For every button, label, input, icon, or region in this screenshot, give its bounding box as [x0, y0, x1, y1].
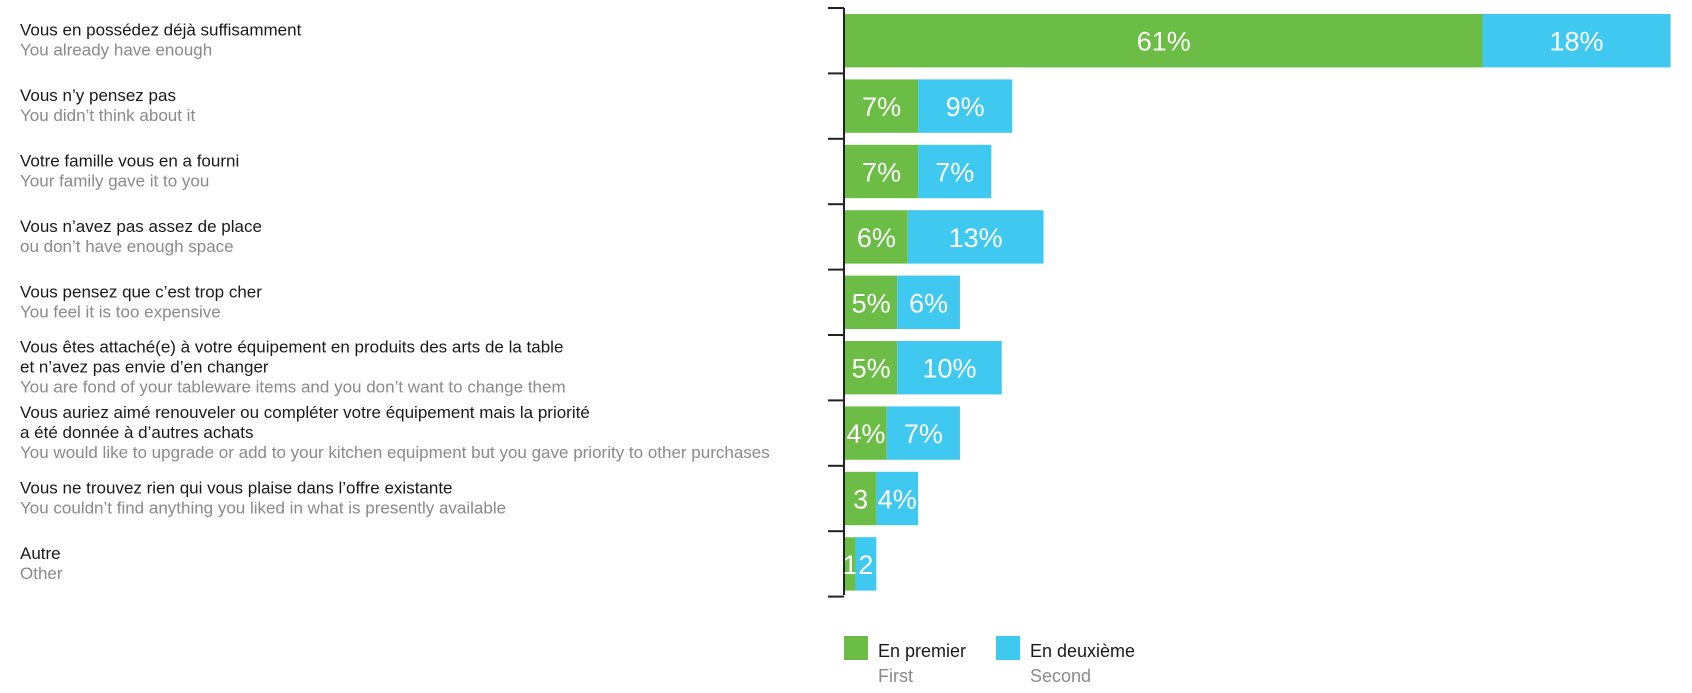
- category-label-fr: Vous n’avez pas assez de place: [20, 217, 262, 236]
- bar-second: [907, 210, 1044, 264]
- bar-second: [897, 341, 1002, 395]
- bar-label-first: 61%: [1137, 27, 1191, 57]
- bar-label-second: 18%: [1549, 27, 1603, 57]
- bar-second: [897, 275, 960, 329]
- category-label-en: Other: [20, 564, 63, 583]
- bar-label-first: 7%: [862, 92, 901, 122]
- legend-sublabel-first: First: [878, 666, 913, 686]
- category-label-fr: Vous êtes attaché(e) à votre équipement …: [20, 338, 563, 357]
- bar-label-second: 6%: [909, 288, 948, 318]
- category-label-fr: a été donnée à d’autres achats: [20, 423, 253, 442]
- category-label-en: You couldn’t find anything you liked in …: [20, 499, 506, 518]
- bar-label-first: 7%: [862, 158, 901, 188]
- bar-label-first: 1: [843, 550, 858, 580]
- bar-label-second: 13%: [949, 223, 1003, 253]
- bar-label-first: 5%: [852, 288, 891, 318]
- legend-swatch-first: [844, 636, 868, 660]
- bar-second: [876, 471, 919, 526]
- bar-label-second: 2: [858, 550, 873, 580]
- category-label-fr: Autre: [20, 544, 61, 563]
- legend-label-second: En deuxième: [1030, 641, 1135, 661]
- bar-second: [1482, 14, 1671, 68]
- bar-first: [845, 537, 856, 591]
- category-label-fr: Vous pensez que c’est trop cher: [20, 282, 262, 301]
- bar-first: [845, 210, 908, 264]
- bar-label-first: 3: [853, 485, 868, 515]
- bar-second: [918, 144, 992, 199]
- category-label-fr: Vous n’y pensez pas: [20, 86, 176, 105]
- category-label-en: You didn’t think about it: [20, 106, 195, 125]
- bar-label-second: 9%: [946, 92, 985, 122]
- legend-sublabel-second: Second: [1030, 666, 1091, 686]
- legend-swatch-second: [996, 636, 1020, 660]
- bar-second: [918, 79, 1013, 133]
- category-label-en: ou don’t have enough space: [20, 237, 234, 256]
- bar-second: [886, 406, 960, 460]
- bar-label-first: 6%: [857, 223, 896, 253]
- bar-label-first: 5%: [852, 354, 891, 384]
- category-label-fr: Vous ne trouvez rien qui vous plaise dan…: [20, 479, 453, 498]
- category-label-fr: Vous en possédez déjà suffisamment: [20, 21, 302, 40]
- category-label-fr: Votre famille vous en a fourni: [20, 152, 239, 171]
- bar-second: [855, 537, 877, 591]
- category-label-en: You are fond of your tableware items and…: [20, 378, 566, 397]
- category-label-en: You would like to upgrade or add to your…: [20, 443, 770, 462]
- category-label-en: Your family gave it to you: [20, 172, 209, 191]
- bar-label-first: 4%: [846, 419, 885, 449]
- bar-label-second: 7%: [904, 419, 943, 449]
- bar-first: [845, 341, 898, 395]
- category-label-en: You already have enough: [20, 41, 212, 60]
- category-label-en: You feel it is too expensive: [20, 302, 221, 321]
- category-label-fr: Vous auriez aimé renouveler ou compléter…: [20, 403, 590, 422]
- bar-first: [845, 14, 1483, 68]
- bar-first: [845, 275, 898, 329]
- category-label-fr: et n’avez pas envie d’en changer: [20, 358, 269, 377]
- bar-label-second: 7%: [935, 158, 974, 188]
- bar-label-second: 4%: [878, 485, 917, 515]
- bar-first: [845, 471, 877, 526]
- bar-label-second: 10%: [922, 354, 976, 384]
- legend-label-first: En premier: [878, 641, 966, 661]
- bar-first: [845, 144, 919, 199]
- bar-first: [845, 79, 919, 133]
- bar-first: [845, 406, 887, 460]
